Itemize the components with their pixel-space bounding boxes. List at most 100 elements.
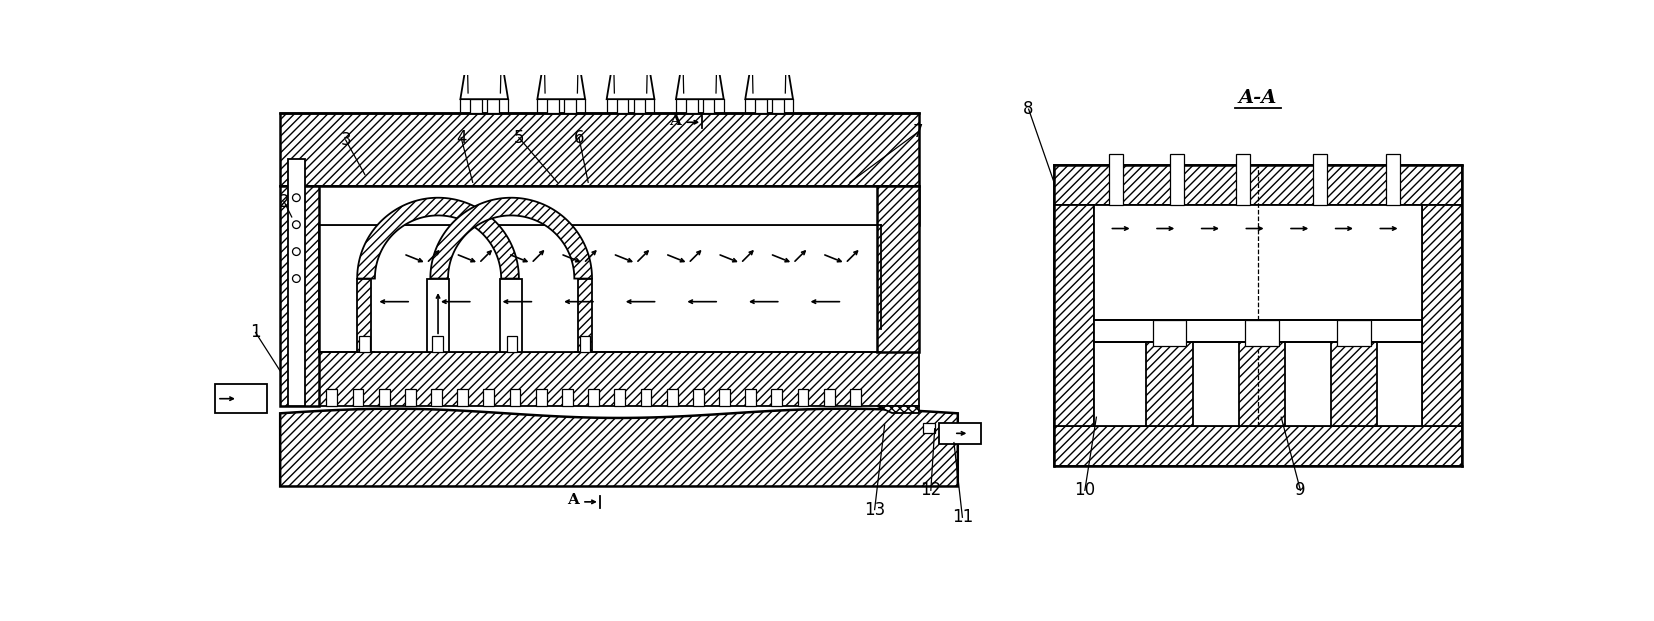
Bar bbox=[280, 186, 319, 406]
Text: 3: 3 bbox=[341, 131, 351, 149]
Bar bbox=[766, 0, 772, 7]
Bar bbox=[1093, 206, 1422, 425]
Bar bbox=[288, 159, 304, 406]
Bar bbox=[506, 337, 518, 351]
Bar bbox=[1313, 154, 1327, 206]
Bar bbox=[504, 279, 519, 351]
Bar bbox=[640, 389, 652, 406]
Bar bbox=[1171, 154, 1184, 206]
Bar bbox=[536, 389, 546, 406]
Text: 9: 9 bbox=[1295, 481, 1305, 499]
Bar bbox=[488, 99, 500, 113]
Bar bbox=[693, 389, 703, 406]
Bar bbox=[1153, 320, 1186, 346]
Bar bbox=[357, 279, 370, 351]
Bar bbox=[470, 99, 481, 113]
Bar bbox=[686, 99, 698, 113]
Circle shape bbox=[538, 8, 584, 55]
Text: A: A bbox=[567, 493, 579, 507]
Text: 10: 10 bbox=[1073, 481, 1095, 499]
Circle shape bbox=[293, 194, 301, 202]
Bar bbox=[430, 279, 445, 351]
Bar bbox=[1331, 342, 1378, 425]
Bar bbox=[509, 389, 521, 406]
Bar bbox=[1338, 320, 1371, 346]
Bar bbox=[938, 422, 981, 444]
Polygon shape bbox=[676, 57, 724, 99]
Text: 4: 4 bbox=[457, 129, 466, 147]
Bar bbox=[1054, 165, 1462, 206]
Bar bbox=[797, 389, 809, 406]
Bar bbox=[547, 99, 559, 113]
Polygon shape bbox=[877, 406, 920, 414]
Bar bbox=[501, 279, 523, 351]
Bar bbox=[633, 99, 645, 113]
Bar bbox=[923, 424, 935, 433]
Text: 2: 2 bbox=[280, 193, 289, 211]
Bar bbox=[617, 99, 629, 113]
Bar bbox=[280, 113, 920, 186]
Bar bbox=[877, 186, 920, 351]
Bar bbox=[483, 389, 495, 406]
Bar bbox=[1422, 206, 1462, 425]
Text: 1: 1 bbox=[250, 324, 261, 342]
Text: 11: 11 bbox=[951, 508, 973, 526]
Bar bbox=[562, 389, 572, 406]
Polygon shape bbox=[607, 57, 655, 99]
Bar bbox=[1093, 320, 1422, 342]
Bar bbox=[589, 389, 599, 406]
Bar bbox=[579, 279, 592, 351]
Bar bbox=[771, 389, 782, 406]
Bar bbox=[614, 389, 625, 406]
Circle shape bbox=[293, 248, 301, 255]
Bar bbox=[696, 0, 703, 7]
Circle shape bbox=[293, 221, 301, 229]
Bar bbox=[703, 99, 715, 113]
Text: 7: 7 bbox=[913, 124, 923, 141]
Bar bbox=[719, 389, 729, 406]
Text: 8: 8 bbox=[1024, 100, 1034, 118]
Bar bbox=[850, 389, 860, 406]
Bar bbox=[481, 0, 488, 7]
Polygon shape bbox=[357, 197, 519, 279]
Bar bbox=[457, 389, 468, 406]
Bar bbox=[756, 99, 767, 113]
Bar bbox=[627, 0, 633, 7]
Bar bbox=[448, 279, 574, 351]
Bar bbox=[882, 186, 920, 225]
Circle shape bbox=[746, 8, 792, 55]
Bar bbox=[319, 351, 920, 406]
Bar bbox=[379, 389, 390, 406]
Polygon shape bbox=[538, 57, 586, 99]
Circle shape bbox=[293, 274, 301, 283]
Polygon shape bbox=[430, 197, 592, 279]
Polygon shape bbox=[746, 57, 792, 99]
Bar bbox=[405, 389, 415, 406]
Bar bbox=[667, 389, 678, 406]
Bar bbox=[746, 389, 756, 406]
Bar bbox=[352, 389, 364, 406]
Bar bbox=[359, 337, 369, 351]
Bar bbox=[1054, 425, 1462, 466]
Bar bbox=[1245, 320, 1279, 346]
Text: 5: 5 bbox=[514, 129, 524, 147]
Bar bbox=[1236, 154, 1250, 206]
Bar bbox=[564, 99, 576, 113]
Bar bbox=[1146, 342, 1193, 425]
Text: 12: 12 bbox=[920, 481, 941, 499]
Bar bbox=[215, 384, 266, 414]
Bar bbox=[1054, 206, 1093, 425]
Bar bbox=[1239, 342, 1285, 425]
Bar bbox=[432, 389, 442, 406]
Bar bbox=[1108, 154, 1123, 206]
Text: 6: 6 bbox=[574, 129, 584, 147]
Bar bbox=[1386, 154, 1399, 206]
Bar bbox=[326, 389, 337, 406]
Text: A-A: A-A bbox=[1239, 89, 1277, 107]
Bar bbox=[579, 337, 590, 351]
Bar bbox=[319, 225, 882, 351]
Circle shape bbox=[676, 8, 723, 55]
Bar bbox=[375, 279, 501, 351]
Text: A: A bbox=[670, 114, 681, 128]
Circle shape bbox=[461, 8, 508, 55]
